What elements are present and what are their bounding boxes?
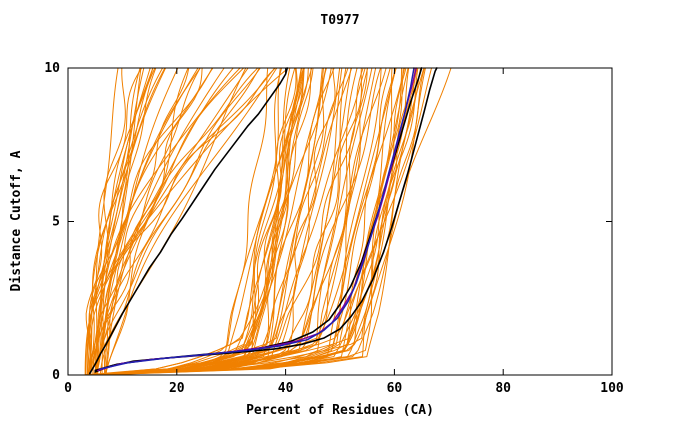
model-curve <box>90 67 418 376</box>
model-curve <box>89 67 425 376</box>
chart-title: T0977 <box>320 13 359 28</box>
model-curve <box>98 67 419 376</box>
model-curve <box>99 67 291 376</box>
model-curve <box>93 67 364 376</box>
model-curve <box>94 67 298 376</box>
model-curve <box>83 67 377 376</box>
model-curve <box>86 67 327 376</box>
model-curve <box>92 67 305 376</box>
model-curve <box>92 67 323 376</box>
model-curve <box>85 67 352 376</box>
axis-ticks: 0 20 40 60 80 100 0 5 10 <box>44 61 624 396</box>
x-tick-label: 80 <box>495 381 511 396</box>
model-curve <box>99 67 362 376</box>
plot-area <box>67 67 613 376</box>
model-curve <box>98 67 425 376</box>
model-curve <box>96 67 201 376</box>
model-curve <box>105 67 276 376</box>
model-curve <box>94 67 119 376</box>
model-curve <box>84 67 366 376</box>
model-curve <box>97 67 154 376</box>
model-curve <box>87 67 452 376</box>
model-curve <box>92 67 283 376</box>
y-axis-label: Distance Cutoff, A <box>9 150 24 291</box>
model-curve <box>105 67 278 376</box>
y-tick-label: 10 <box>44 61 60 76</box>
model-curve <box>84 67 387 376</box>
model-blue <box>99 67 415 370</box>
model-curve <box>92 67 241 376</box>
x-tick-label: 60 <box>387 381 403 396</box>
y-tick-label: 0 <box>52 368 60 383</box>
model-curve <box>96 67 296 376</box>
model-curve <box>104 67 157 376</box>
model-curve <box>84 67 335 376</box>
model-curve <box>83 67 382 376</box>
model-curve <box>98 67 281 376</box>
x-tick-label: 0 <box>64 381 72 396</box>
model-curve <box>95 67 382 376</box>
model-curve <box>96 67 269 376</box>
x-tick-label: 20 <box>169 381 185 396</box>
model-curve <box>86 67 302 376</box>
x-axis-label: Percent of Residues (CA) <box>246 403 434 418</box>
model-curve <box>105 67 225 376</box>
model-curve <box>89 67 369 376</box>
model-curve <box>97 67 327 376</box>
model-curve <box>93 67 260 376</box>
model-curve <box>87 67 247 376</box>
model-curve <box>102 67 145 376</box>
x-tick-label: 100 <box>600 381 624 396</box>
model-curve <box>88 67 126 376</box>
x-tick-label: 40 <box>278 381 294 396</box>
model-curve <box>91 67 406 376</box>
model-curve <box>90 67 391 376</box>
model-curve <box>89 67 164 376</box>
model-curve <box>85 67 143 376</box>
model-black-left <box>88 67 289 375</box>
model-curve <box>89 67 259 376</box>
model-curve <box>98 67 313 376</box>
y-tick-label: 5 <box>52 215 60 230</box>
model-curve <box>95 67 304 376</box>
model-curve <box>90 67 418 376</box>
model-curve <box>103 67 189 376</box>
model-curve <box>84 67 303 376</box>
